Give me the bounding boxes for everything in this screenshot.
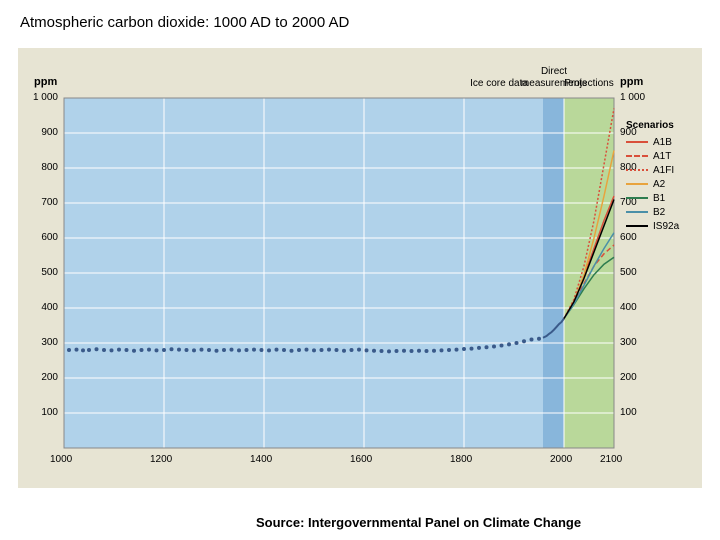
legend-swatch bbox=[626, 211, 648, 213]
legend-row: B2 bbox=[626, 205, 679, 219]
ytick-right: 400 bbox=[620, 302, 637, 313]
legend-swatch bbox=[626, 155, 648, 157]
ytick-left: 200 bbox=[41, 372, 58, 383]
legend-label: IS92a bbox=[653, 221, 679, 232]
ytick-left: 800 bbox=[41, 162, 58, 173]
ytick-right: 500 bbox=[620, 267, 637, 278]
legend-row: A1T bbox=[626, 149, 679, 163]
legend-swatch bbox=[626, 141, 648, 143]
ytick-left: 1 000 bbox=[33, 92, 58, 103]
ytick-left: 700 bbox=[41, 197, 58, 208]
ytick-right: 200 bbox=[620, 372, 637, 383]
xtick: 1000 bbox=[50, 454, 72, 465]
legend-label: A2 bbox=[653, 179, 665, 190]
ytick-left: 600 bbox=[41, 232, 58, 243]
legend-row: B1 bbox=[626, 191, 679, 205]
page-title: Atmospheric carbon dioxide: 1000 AD to 2… bbox=[20, 14, 349, 31]
ytick-right: 1 000 bbox=[620, 92, 645, 103]
ytick-right: 300 bbox=[620, 337, 637, 348]
legend-swatch bbox=[626, 197, 648, 199]
xtick: 1600 bbox=[350, 454, 372, 465]
xtick: 1800 bbox=[450, 454, 472, 465]
xtick: 2100 bbox=[600, 454, 622, 465]
xtick: 1400 bbox=[250, 454, 272, 465]
legend-label: B1 bbox=[653, 193, 665, 204]
legend-row: IS92a bbox=[626, 219, 679, 233]
co2-chart: 1001002002003003004004005005006006007007… bbox=[18, 48, 702, 488]
legend-label: A1T bbox=[653, 151, 671, 162]
source-attribution: Source: Intergovernmental Panel on Clima… bbox=[256, 515, 581, 530]
ytick-left: 900 bbox=[41, 127, 58, 138]
legend-swatch bbox=[626, 169, 648, 171]
scenario-legend: Scenarios A1B A1T A1FI A2 B1 B2 IS92a bbox=[626, 120, 679, 233]
legend-row: A2 bbox=[626, 177, 679, 191]
ytick-right: 100 bbox=[620, 407, 637, 418]
legend-title: Scenarios bbox=[626, 120, 679, 131]
xtick: 2000 bbox=[550, 454, 572, 465]
ytick-right: 600 bbox=[620, 232, 637, 243]
ytick-left: 100 bbox=[41, 407, 58, 418]
legend-swatch bbox=[626, 225, 648, 227]
legend-label: B2 bbox=[653, 207, 665, 218]
legend-label: A1B bbox=[653, 137, 672, 148]
legend-row: A1B bbox=[626, 135, 679, 149]
xtick: 1200 bbox=[150, 454, 172, 465]
chart-svg bbox=[18, 48, 702, 488]
y-axis-label-left: ppm bbox=[34, 76, 57, 88]
legend-swatch bbox=[626, 183, 648, 185]
region-label: Projections bbox=[554, 78, 624, 89]
ytick-left: 300 bbox=[41, 337, 58, 348]
ytick-left: 500 bbox=[41, 267, 58, 278]
legend-row: A1FI bbox=[626, 163, 679, 177]
region-label: Direct bbox=[524, 66, 584, 77]
legend-label: A1FI bbox=[653, 165, 674, 176]
ytick-left: 400 bbox=[41, 302, 58, 313]
